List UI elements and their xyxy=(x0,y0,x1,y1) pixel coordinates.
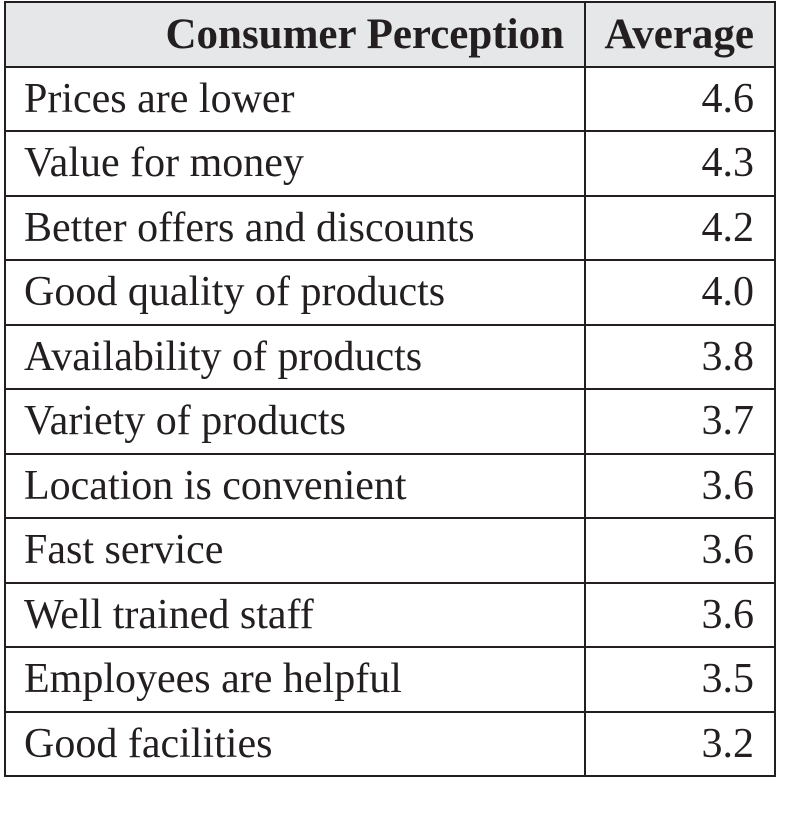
average-cell: 3.6 xyxy=(584,452,776,519)
average-cell: 3.5 xyxy=(584,646,776,713)
average-cell: 4.0 xyxy=(584,259,776,326)
table-row: Well trained staff 3.6 xyxy=(4,581,776,648)
average-cell: 4.2 xyxy=(584,194,776,261)
table-row: Fast service 3.6 xyxy=(4,517,776,584)
perception-cell: Location is convenient xyxy=(4,452,586,519)
header-consumer-perception: Consumer Perception xyxy=(4,1,586,68)
perception-cell: Good facilities xyxy=(4,710,586,777)
table-row: Employees are helpful 3.5 xyxy=(4,646,776,713)
table-header-row: Consumer Perception Average xyxy=(4,1,776,68)
perception-table-container: Consumer Perception Average Prices are l… xyxy=(4,1,776,777)
average-cell: 4.3 xyxy=(584,130,776,197)
perception-cell: Employees are helpful xyxy=(4,646,586,713)
header-average: Average xyxy=(584,1,776,68)
table-row: Good quality of products 4.0 xyxy=(4,259,776,326)
perception-cell: Availability of products xyxy=(4,323,586,390)
average-cell: 3.2 xyxy=(584,710,776,777)
table-row: Availability of products 3.8 xyxy=(4,323,776,390)
consumer-perception-table: Consumer Perception Average Prices are l… xyxy=(4,1,776,777)
table-row: Better offers and discounts 4.2 xyxy=(4,194,776,261)
perception-cell: Variety of products xyxy=(4,388,586,455)
perception-cell: Fast service xyxy=(4,517,586,584)
perception-cell: Value for money xyxy=(4,130,586,197)
table-row: Variety of products 3.7 xyxy=(4,388,776,455)
perception-cell: Good quality of products xyxy=(4,259,586,326)
perception-cell: Well trained staff xyxy=(4,581,586,648)
table-row: Value for money 4.3 xyxy=(4,130,776,197)
average-cell: 3.8 xyxy=(584,323,776,390)
table-row: Location is convenient 3.6 xyxy=(4,452,776,519)
average-cell: 3.6 xyxy=(584,581,776,648)
table-row: Prices are lower 4.6 xyxy=(4,65,776,132)
perception-cell: Prices are lower xyxy=(4,65,586,132)
perception-cell: Better offers and discounts xyxy=(4,194,586,261)
table-row: Good facilities 3.2 xyxy=(4,710,776,777)
average-cell: 3.7 xyxy=(584,388,776,455)
average-cell: 4.6 xyxy=(584,65,776,132)
average-cell: 3.6 xyxy=(584,517,776,584)
